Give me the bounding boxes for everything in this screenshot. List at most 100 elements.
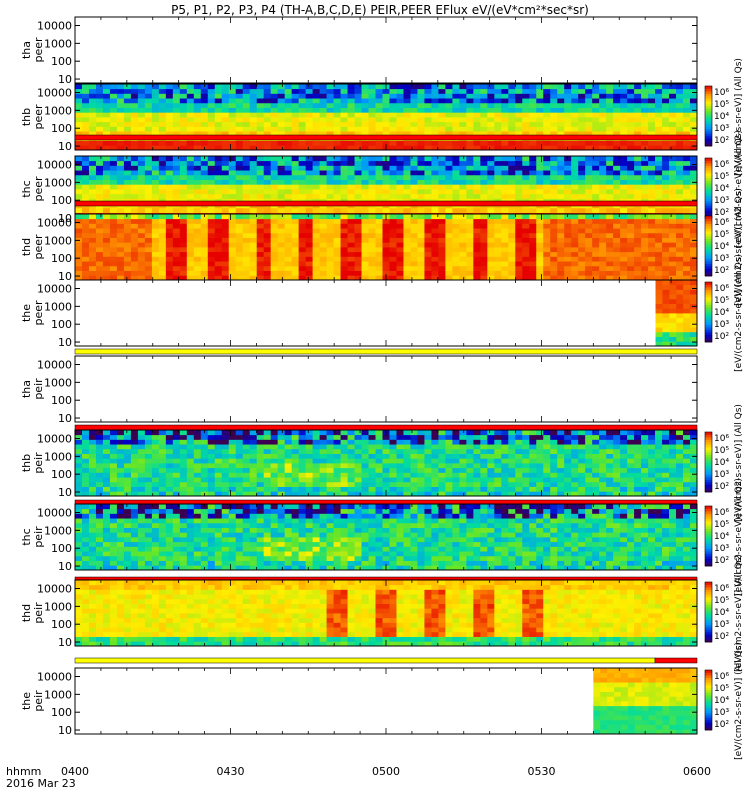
heatmap-cell	[221, 434, 230, 440]
heatmap-cell	[676, 232, 684, 238]
heatmap-cell	[284, 117, 293, 123]
heatmap-cell	[438, 261, 446, 267]
quality-flag-bar	[74, 424, 698, 431]
heatmap-cell	[207, 93, 216, 99]
heatmap-cell	[116, 448, 125, 454]
heatmap-cell	[690, 184, 698, 190]
heatmap-cell	[186, 107, 195, 113]
heatmap-cell	[592, 242, 600, 248]
heatmap-cell	[466, 189, 474, 195]
heatmap-cell	[291, 160, 300, 166]
heatmap-cell	[193, 174, 202, 180]
heatmap-cell	[200, 242, 209, 248]
heatmap-cell	[326, 214, 334, 220]
heatmap-cell	[75, 223, 83, 229]
heatmap-cell	[242, 117, 251, 123]
heatmap-cell	[487, 165, 495, 171]
heatmap-cell	[214, 486, 223, 492]
heatmap-cell	[683, 303, 691, 309]
heatmap-cell	[256, 430, 265, 436]
heatmap-cell	[564, 232, 572, 238]
heatmap-cell	[396, 207, 404, 213]
heatmap-cell	[144, 467, 153, 473]
heatmap-cell	[214, 207, 223, 213]
heatmap-cell	[536, 265, 544, 271]
heatmap-cell	[683, 156, 691, 162]
heatmap-cell	[277, 107, 286, 113]
heatmap-cell	[592, 107, 600, 113]
heatmap-cell	[368, 486, 376, 492]
heatmap-cell	[228, 270, 237, 276]
heatmap-cell	[375, 107, 383, 113]
heatmap-cell	[585, 184, 593, 190]
heatmap-cell	[613, 170, 621, 176]
heatmap-cell	[578, 237, 586, 243]
heatmap-cell	[515, 214, 523, 220]
heatmap-cell	[221, 160, 230, 166]
heatmap-cell	[333, 223, 341, 229]
heatmap-cell	[515, 126, 523, 132]
heatmap-cell	[95, 223, 104, 229]
heatmap-cell	[95, 265, 104, 271]
heatmap-cell	[200, 270, 209, 276]
heatmap-cell	[620, 140, 628, 146]
heatmap-cell	[417, 242, 425, 248]
heatmap-cell	[655, 165, 663, 171]
heatmap-cell	[466, 218, 474, 224]
heatmap-cell	[186, 170, 195, 176]
heatmap-cell	[270, 256, 279, 262]
heatmap-cell	[592, 140, 600, 146]
heatmap-cell	[424, 107, 432, 113]
heatmap-cell	[326, 430, 334, 436]
heatmap-cell	[102, 98, 111, 104]
heatmap-cell	[389, 251, 397, 257]
colorbar-swatch	[705, 246, 712, 249]
heatmap-cell	[158, 156, 167, 162]
heatmap-cell	[270, 131, 279, 137]
colorbar-tick-label: 10²	[714, 266, 729, 276]
heatmap-cell	[340, 214, 348, 220]
heatmap-cell	[613, 184, 621, 190]
heatmap-cell	[634, 218, 642, 224]
heatmap-cell	[333, 481, 341, 487]
colorbar-swatch	[705, 258, 712, 262]
heatmap-cell	[200, 453, 209, 459]
heatmap-cell	[270, 179, 279, 185]
heatmap-cell	[75, 472, 83, 478]
heatmap-cell	[354, 453, 362, 459]
heatmap-cell	[256, 242, 265, 248]
heatmap-cell	[179, 117, 188, 123]
heatmap-cell	[361, 214, 369, 220]
heatmap-cell	[172, 472, 181, 478]
heatmap-cell	[592, 247, 600, 253]
heatmap-cell	[319, 481, 327, 487]
heatmap-cell	[508, 174, 516, 180]
heatmap-cell	[361, 140, 369, 146]
heatmap-cell	[214, 131, 223, 137]
heatmap-cell	[599, 193, 607, 199]
heatmap-cell	[438, 207, 446, 213]
heatmap-cell	[326, 189, 334, 195]
heatmap-cell	[606, 126, 614, 132]
heatmap-cell	[480, 145, 488, 151]
heatmap-cell	[305, 444, 314, 450]
heatmap-cell	[333, 218, 341, 224]
heatmap-cell	[354, 117, 362, 123]
heatmap-cell	[655, 145, 663, 151]
heatmap-cell	[179, 430, 188, 436]
heatmap-cell	[284, 481, 293, 487]
heatmap-cell	[291, 218, 300, 224]
heatmap-cell	[683, 145, 691, 151]
heatmap-cell	[214, 93, 223, 99]
heatmap-cell	[88, 126, 97, 132]
heatmap-cell	[312, 84, 321, 90]
heatmap-cell	[354, 207, 362, 213]
heatmap-cell	[130, 228, 139, 234]
heatmap-cell	[242, 439, 251, 445]
heatmap-cell	[95, 458, 104, 464]
y-tick-label: 10	[58, 73, 72, 86]
heatmap-cell	[557, 256, 565, 262]
heatmap-cell	[676, 280, 684, 286]
colorbar-swatch	[705, 241, 712, 244]
